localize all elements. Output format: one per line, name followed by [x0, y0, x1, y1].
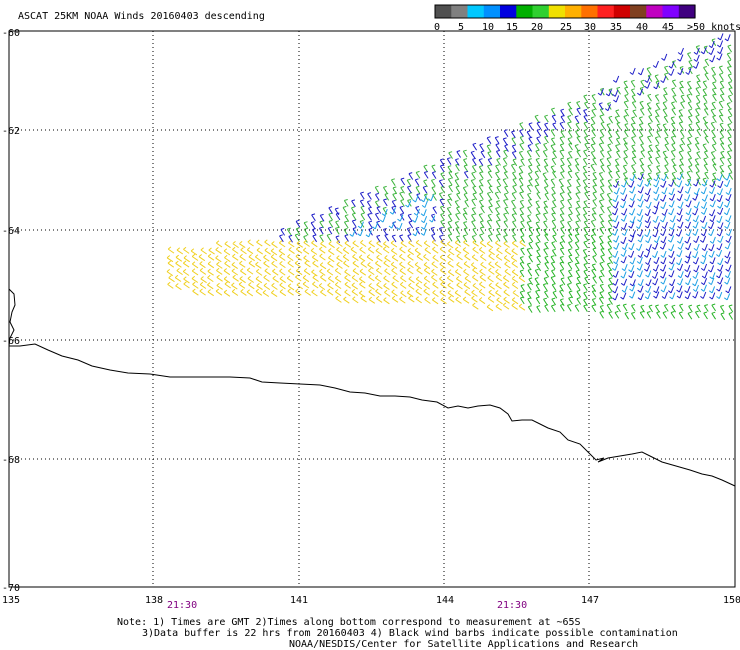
legend-swatch	[467, 5, 485, 18]
legend-swatch	[451, 5, 469, 18]
note-line-2: 3)Data buffer is 22 hrs from 20160403 4)…	[142, 628, 678, 639]
legend-label: 35	[610, 22, 622, 33]
legend-label: 30	[584, 22, 596, 33]
legend-label: 40	[636, 22, 648, 33]
map-title: ASCAT 25KM NOAA Winds 20160403 descendin…	[18, 11, 265, 22]
legend-swatch	[483, 5, 501, 18]
legend-swatch	[630, 5, 647, 18]
y-tick-label: -66	[2, 336, 20, 347]
legend-swatch	[613, 5, 631, 18]
y-tick-label: -64	[2, 226, 20, 237]
y-tick-label: -68	[2, 455, 20, 466]
legend-label: 20	[531, 22, 543, 33]
legend-swatch	[532, 5, 550, 18]
y-axis-labels: -60 -62 -64 -66 -68 -70	[2, 28, 20, 594]
wind-speed-legend-labels: 0 5 10 15 20 25 30 35 40 45 >50 knots	[434, 22, 740, 33]
legend-swatch	[565, 5, 582, 18]
wind-barbs	[349, 173, 732, 301]
y-tick-label: -62	[2, 126, 20, 137]
pass-time-label: 21:30	[167, 600, 197, 611]
coastline	[8, 288, 736, 487]
legend-label: 0	[434, 22, 440, 33]
note-line-3: NOAA/NESDIS/Center for Satellite Applica…	[289, 639, 638, 650]
x-tick-label: 138	[145, 595, 163, 606]
wind-speed-legend	[434, 4, 696, 19]
x-tick-label: 141	[290, 595, 308, 606]
legend-swatch	[662, 5, 680, 18]
legend-swatch	[548, 5, 566, 18]
legend-swatch	[597, 5, 615, 18]
wind-barbs	[519, 226, 734, 321]
legend-swatch	[678, 5, 696, 18]
legend-swatch	[500, 5, 517, 18]
x-axis-labels: 135 138 141 144 147 150	[2, 595, 740, 606]
legend-label: 15	[506, 22, 518, 33]
grid-lines	[9, 31, 735, 587]
y-tick-label: -60	[2, 28, 20, 39]
x-tick-label: 147	[581, 595, 599, 606]
legend-frame	[434, 4, 696, 19]
legend-label: 5	[458, 22, 464, 33]
x-tick-label: 144	[436, 595, 454, 606]
wind-barbs	[166, 239, 526, 312]
legend-swatch	[516, 5, 534, 18]
legend-swatch	[435, 5, 452, 18]
note-line-1: Note: 1) Times are GMT 2)Times along bot…	[117, 617, 581, 628]
legend-label: >50 knots	[687, 22, 740, 33]
wind-barb-swath	[166, 33, 734, 321]
plot-frame	[8, 30, 736, 588]
x-tick-label: 150	[723, 595, 740, 606]
legend-label: 45	[662, 22, 674, 33]
legend-swatch	[646, 5, 664, 18]
pass-time-label: 21:30	[497, 600, 527, 611]
legend-label: 10	[482, 22, 494, 33]
legend-label: 25	[560, 22, 572, 33]
x-tick-label: 135	[2, 595, 20, 606]
y-tick-label: -70	[2, 583, 20, 594]
legend-swatch	[581, 5, 599, 18]
